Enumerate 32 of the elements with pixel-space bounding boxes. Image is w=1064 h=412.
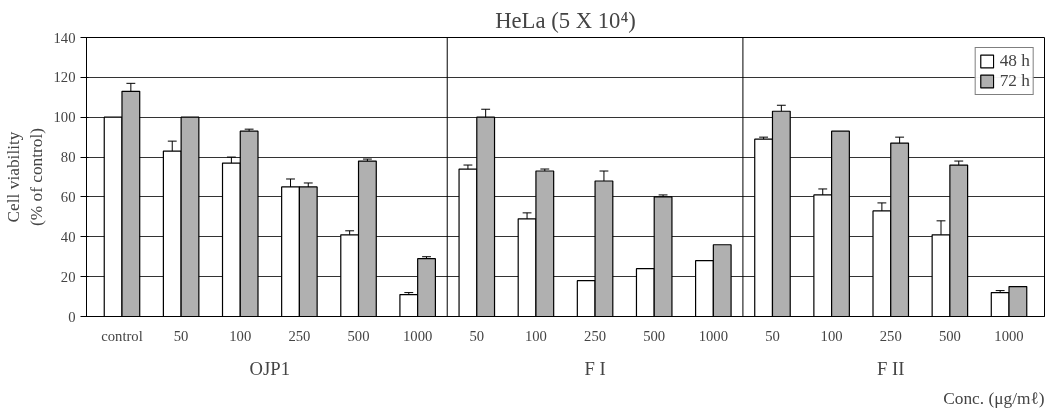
x-tick-label: control [101,327,143,344]
text: F I [584,357,606,379]
x-tick-label: 500 [643,327,666,344]
x-tick-label: 250 [879,327,902,344]
y-tick-label: 140 [53,29,76,46]
legend-label: 72 h [999,71,1030,91]
x-tick-label: 100 [229,327,252,344]
x-tick-label: 50 [173,327,189,344]
x-tick-label: 1000 [994,327,1024,344]
x-tick-label: 50 [469,327,485,344]
x-tick-label: 100 [524,327,547,344]
x-tick-label: 250 [584,327,607,344]
y-tick-label: 120 [53,69,76,86]
legend-label: 48 h [999,51,1030,71]
y-tick-label: 40 [60,228,76,245]
x-tick-label: 100 [820,327,843,344]
x-axis-title: Conc. (μg/mℓ) [943,388,1045,408]
x-tick-label: 1000 [698,327,728,344]
y-tick-label: 80 [60,149,76,166]
y-tick-label: 60 [60,188,76,205]
y-tick-label: 100 [53,109,76,126]
x-tick-label: 500 [347,327,370,344]
text: OJP1 [249,357,291,379]
y-tick-label: 20 [60,268,76,285]
x-tick-label: 50 [765,327,780,344]
x-tick-label: 500 [938,327,961,344]
y-axis-title: Cell viability (% of control) [3,127,46,227]
x-tick-label: 250 [288,327,311,344]
y-tick-label: 0 [68,308,76,325]
x-tick-label: 1000 [403,327,433,344]
text: F II [877,357,905,379]
chart-title: HeLa (5 X 10⁴) [495,7,636,33]
